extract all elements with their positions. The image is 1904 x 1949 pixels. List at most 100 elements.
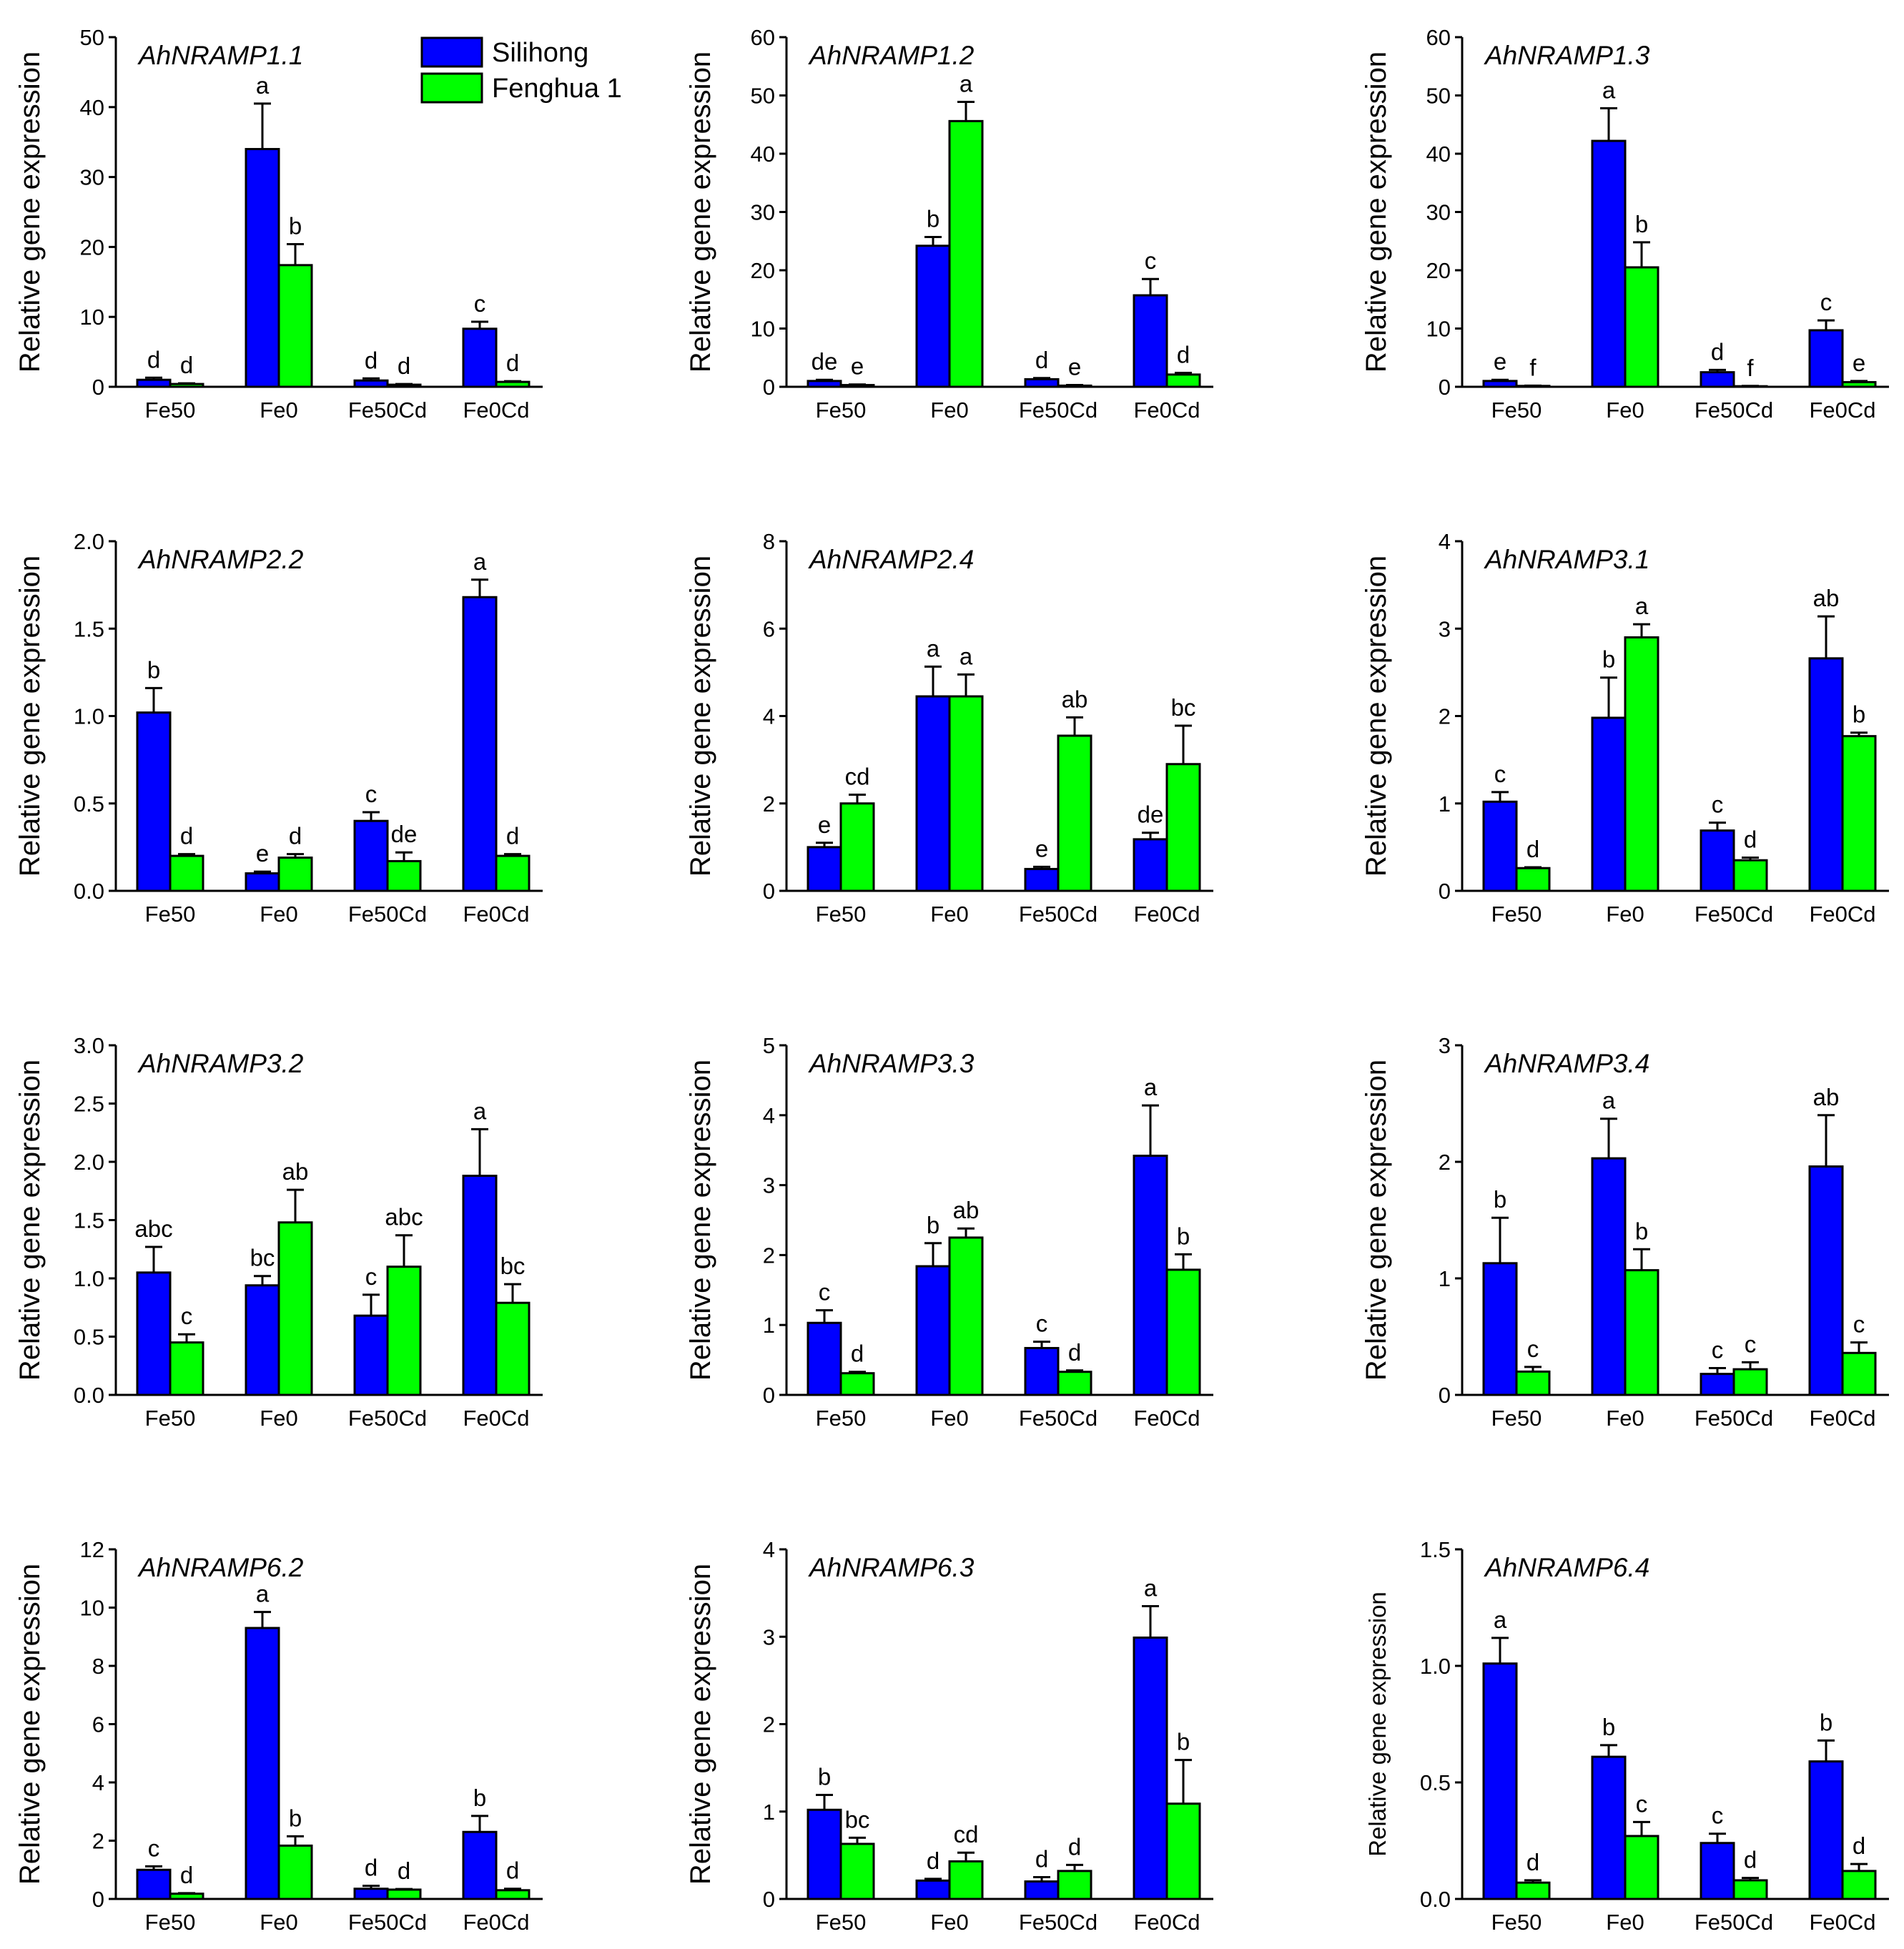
- y-tick-label: 0.5: [74, 1325, 104, 1350]
- x-tick-label: Fe50: [1491, 902, 1542, 927]
- y-tick-label: 20: [1426, 258, 1451, 283]
- x-tick-label: Fe50Cd: [1695, 1406, 1773, 1431]
- significance-letter: e: [1853, 350, 1865, 376]
- significance-letter: a: [1494, 1607, 1507, 1633]
- y-tick-label: 1: [763, 1313, 775, 1338]
- bar-fenghua: [1732, 1368, 1768, 1396]
- significance-letter: ab: [282, 1158, 309, 1185]
- y-tick-label: 3.0: [74, 1033, 104, 1058]
- bar-silihong: [1024, 1880, 1060, 1900]
- significance-letter: c: [1036, 1311, 1048, 1337]
- legend: Silihong Fenghua 1: [420, 36, 622, 104]
- x-tick-label: Fe0: [930, 1910, 968, 1935]
- bar-silihong: [353, 1314, 389, 1396]
- y-tick-label: 4: [763, 704, 775, 729]
- significance-letter: d: [147, 346, 160, 372]
- y-tick-label: 0: [92, 375, 104, 400]
- bar-silihong: [462, 327, 498, 388]
- x-tick-label: Fe0Cd: [1809, 902, 1875, 927]
- y-tick-label: 0.0: [74, 879, 104, 904]
- bar-silihong: [1024, 378, 1060, 388]
- significance-letter: d: [506, 1857, 519, 1884]
- significance-letter: d: [1744, 827, 1757, 853]
- significance-letter: ab: [1813, 1084, 1840, 1110]
- significance-letter: d: [1177, 341, 1190, 367]
- significance-letter: d: [289, 823, 302, 849]
- bar-fenghua: [839, 802, 875, 892]
- bar-fenghua: [839, 1842, 875, 1900]
- significance-letter: a: [473, 1097, 487, 1124]
- y-tick-label: 2: [763, 1243, 775, 1268]
- bar-silihong: [136, 711, 172, 892]
- x-tick-label: Fe50: [816, 1910, 867, 1935]
- bar-fenghua: [1057, 734, 1092, 892]
- significance-letter: e: [1035, 835, 1048, 862]
- bar-silihong: [1700, 829, 1735, 892]
- significance-letter: d: [365, 1855, 378, 1881]
- significance-letter: d: [1853, 1832, 1865, 1859]
- bar-fenghua: [1624, 636, 1659, 892]
- significance-letter: de: [1138, 801, 1164, 828]
- bar-fenghua: [495, 854, 531, 892]
- bar-silihong: [1700, 1373, 1735, 1396]
- y-axis-label: Relative gene expression: [14, 1564, 46, 1885]
- significance-letter: b: [927, 206, 939, 232]
- bar-fenghua: [1624, 1835, 1659, 1900]
- chart-panel-11: Relative gene expression01234bbcFe50dcdF…: [685, 1537, 1213, 1935]
- x-tick-label: Fe50: [816, 1406, 867, 1431]
- significance-letter: d: [180, 823, 193, 849]
- significance-letter: abc: [134, 1215, 172, 1242]
- x-tick-label: Fe50Cd: [1019, 902, 1097, 927]
- significance-letter: a: [256, 72, 270, 99]
- significance-letter: c: [1853, 1311, 1865, 1338]
- x-tick-label: Fe50: [816, 398, 867, 423]
- y-axis-label: Relative gene expression: [1361, 51, 1392, 372]
- significance-letter: a: [1144, 1074, 1158, 1100]
- y-axis-label: Relative gene expression: [14, 1060, 46, 1381]
- significance-letter: c: [1494, 761, 1506, 787]
- y-tick-label: 40: [751, 142, 775, 167]
- bar-silihong: [136, 1868, 172, 1900]
- significance-letter: d: [1068, 1833, 1081, 1860]
- significance-letter: f: [1747, 355, 1754, 381]
- x-tick-label: Fe50: [145, 1910, 196, 1935]
- x-tick-label: Fe0Cd: [463, 902, 529, 927]
- y-tick-label: 2: [763, 791, 775, 816]
- y-tick-label: 2.0: [74, 1150, 104, 1175]
- bar-silihong: [1808, 657, 1844, 892]
- y-tick-label: 2: [763, 1712, 775, 1737]
- y-tick-label: 20: [751, 258, 775, 283]
- y-tick-label: 40: [1426, 142, 1451, 167]
- x-tick-label: Fe0Cd: [1809, 1406, 1875, 1431]
- bar-silihong: [1591, 1755, 1627, 1900]
- bar-silihong: [353, 1888, 389, 1900]
- x-tick-label: Fe50: [145, 902, 196, 927]
- chart-title: AhNRAMP3.3: [808, 1049, 975, 1078]
- y-tick-label: 3: [763, 1624, 775, 1649]
- significance-letter: c: [819, 1279, 831, 1306]
- bar-silihong: [1700, 1842, 1735, 1900]
- y-tick-label: 10: [80, 305, 104, 330]
- y-axis-label: Relative gene expression: [14, 51, 46, 372]
- y-tick-label: 2: [1439, 1150, 1451, 1175]
- y-tick-label: 10: [1426, 317, 1451, 342]
- significance-letter: a: [473, 548, 487, 575]
- legend-swatch-fenghua: [420, 72, 483, 104]
- y-tick-label: 2.5: [74, 1092, 104, 1117]
- bar-fenghua: [1841, 735, 1877, 892]
- chart-title: AhNRAMP6.2: [137, 1553, 304, 1582]
- y-tick-label: 50: [751, 84, 775, 109]
- bar-fenghua: [495, 1889, 531, 1900]
- significance-letter: d: [927, 1847, 939, 1874]
- bar-fenghua: [948, 119, 984, 388]
- chart-panel-9: Relative gene expression0123bcFe50abFe0c…: [1361, 1033, 1889, 1431]
- chart-title: AhNRAMP3.4: [1484, 1049, 1649, 1078]
- y-tick-label: 1: [763, 1800, 775, 1825]
- x-tick-label: Fe50Cd: [1695, 398, 1773, 423]
- y-tick-label: 1.5: [74, 1208, 104, 1233]
- y-tick-label: 0: [1439, 879, 1451, 904]
- x-tick-label: Fe0: [930, 398, 968, 423]
- y-tick-label: 1.0: [74, 1266, 104, 1291]
